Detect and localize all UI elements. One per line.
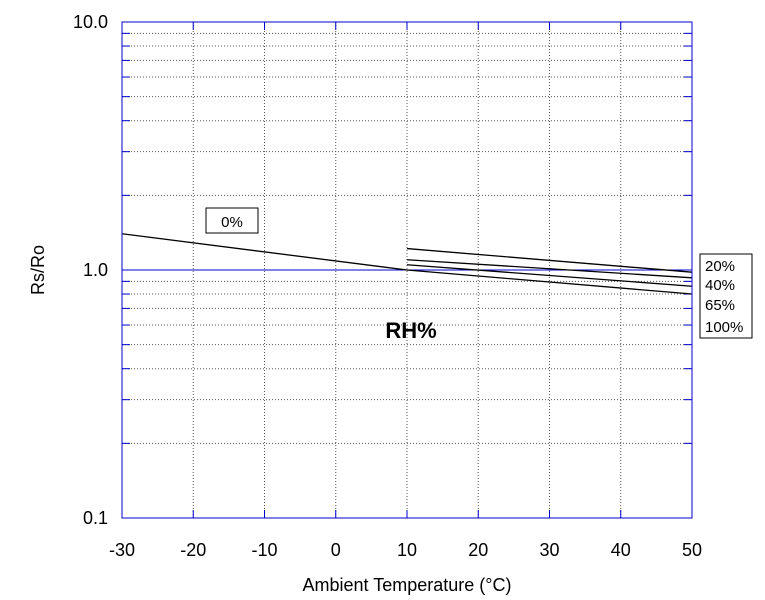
x-tick-label-2: -10 — [251, 540, 277, 560]
x-tick-label-3: 0 — [331, 540, 341, 560]
series-label-0: 0% — [221, 214, 243, 231]
series-line-0pct — [121, 233, 408, 271]
series-line-40pct — [406, 259, 693, 279]
y-axis-title: Rs/Ro — [28, 245, 48, 295]
tick-labels: -30 -20 -10 0 10 20 30 40 50 0.1 1.0 10.0 — [73, 12, 702, 560]
series-line-65pct — [406, 264, 693, 287]
y-tick-label-2: 10.0 — [73, 12, 108, 32]
x-tick-label-1: -20 — [180, 540, 206, 560]
y-tick-label-1: 1.0 — [83, 260, 108, 280]
x-tick-label-8: 50 — [682, 540, 702, 560]
series-line-100pct — [406, 269, 693, 295]
legend-item-40: 40% — [705, 277, 735, 294]
x-tick-label-6: 30 — [539, 540, 559, 560]
plot-frame — [121, 21, 693, 519]
series-line-20pct — [406, 247, 693, 273]
legend-item-20: 20% — [705, 258, 735, 275]
series-label-0-box — [205, 207, 259, 234]
x-tick-label-7: 40 — [611, 540, 631, 560]
x-tick-label-5: 20 — [468, 540, 488, 560]
y-tick-label-0: 0.1 — [83, 508, 108, 528]
x-axis-title: Ambient Temperature (°C) — [303, 575, 512, 595]
legend-item-65: 65% — [705, 297, 735, 314]
x-tick-label-4: 10 — [397, 540, 417, 560]
rh-label: RH% — [385, 318, 436, 343]
x-tick-label-0: -30 — [109, 540, 135, 560]
legend-box — [699, 253, 753, 339]
series-lines — [121, 233, 693, 295]
legend-item-100: 100% — [705, 319, 743, 336]
